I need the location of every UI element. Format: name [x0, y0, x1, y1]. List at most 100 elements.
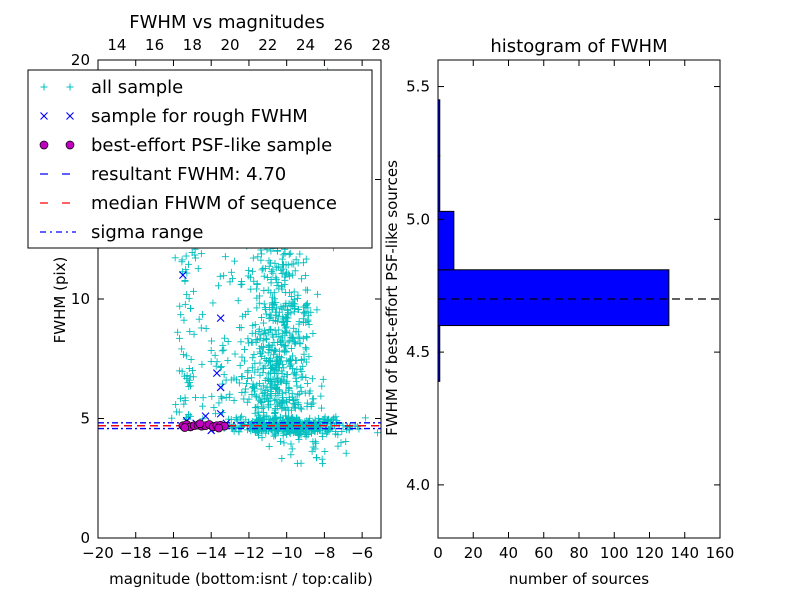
all-sample-point: [190, 287, 198, 295]
all-sample-point: [263, 412, 271, 420]
all-sample-point: [278, 454, 286, 462]
scatter-ylabel: FWHM (pix): [51, 257, 69, 344]
psf-sample-point: [214, 423, 224, 433]
legend-entry: sample for rough FWHM: [40, 106, 308, 127]
all-sample-point: [294, 391, 302, 399]
all-sample-point: [305, 321, 313, 329]
all-sample-point: [301, 430, 309, 438]
all-sample-point: [257, 256, 265, 264]
all-sample-point: [279, 303, 287, 311]
all-sample-point: [294, 400, 302, 408]
all-sample-point: [237, 281, 245, 289]
all-sample-point: [342, 426, 350, 434]
all-sample-point: [276, 438, 284, 446]
all-sample-point: [212, 410, 220, 418]
all-sample-point: [317, 392, 325, 400]
all-sample-point: [218, 394, 226, 402]
rough-sample-point: [179, 271, 187, 279]
all-sample-point: [288, 406, 296, 414]
all-sample-point: [240, 357, 248, 365]
all-sample-point: [318, 429, 326, 437]
all-sample-point: [221, 253, 229, 261]
all-sample-point: [246, 273, 254, 281]
y-tick-label: 0: [80, 529, 90, 547]
all-sample-point: [278, 389, 286, 397]
all-sample-point: [273, 264, 281, 272]
all-sample-point: [255, 299, 263, 307]
all-sample-point: [197, 324, 205, 332]
all-sample-point: [311, 438, 319, 446]
all-sample-point: [207, 358, 215, 366]
all-sample-point: [265, 442, 273, 450]
legend-entry: best-effort PSF-like sample: [39, 135, 332, 156]
all-sample-point: [244, 375, 252, 383]
all-sample-point: [289, 271, 297, 279]
all-sample-point: [302, 429, 310, 437]
all-sample-point: [297, 383, 305, 391]
all-sample-point: [211, 351, 219, 359]
all-sample-point: [267, 364, 275, 372]
all-sample-point: [292, 378, 300, 386]
histogram-bar: [437, 210, 455, 271]
all-sample-point: [250, 350, 258, 358]
all-sample-point: [219, 341, 227, 349]
all-sample-point: [292, 328, 300, 336]
all-sample-point: [215, 282, 223, 290]
all-sample-point: [265, 257, 273, 265]
all-sample-point: [269, 266, 277, 274]
all-sample-point: [227, 268, 235, 276]
all-sample-point: [278, 369, 286, 377]
all-sample-point: [280, 439, 288, 447]
all-sample-point: [217, 393, 225, 401]
all-sample-point: [289, 333, 297, 341]
all-sample-point: [174, 328, 182, 336]
all-sample-point: [281, 327, 289, 335]
legend-label: sigma range: [91, 222, 203, 243]
all-sample-point: [232, 414, 240, 422]
all-sample-point: [226, 278, 234, 286]
all-sample-point: [249, 417, 257, 425]
all-sample-point: [284, 338, 292, 346]
all-sample-point: [292, 339, 300, 347]
x-tick-label: −20: [82, 544, 114, 562]
all-sample-point: [265, 315, 273, 323]
all-sample-point: [361, 414, 369, 422]
all-sample-point: [258, 250, 266, 258]
all-sample-point: [249, 267, 257, 275]
all-sample-point: [268, 299, 276, 307]
all-sample-point: [268, 331, 276, 339]
all-sample-point: [296, 404, 304, 412]
all-sample-point: [315, 418, 323, 426]
y-tick-label: 4.0: [406, 476, 430, 494]
all-sample-point: [281, 324, 289, 332]
legend-label: resultant FWHM: 4.70: [91, 164, 286, 185]
all-sample-point: [191, 394, 199, 402]
all-sample-point: [300, 350, 308, 358]
all-sample-point: [249, 383, 257, 391]
x-tick-label: 100: [600, 544, 629, 562]
all-sample-point: [255, 396, 263, 404]
all-sample-point: [198, 310, 206, 318]
all-sample-point: [353, 423, 361, 431]
all-sample-point: [287, 345, 295, 353]
y-tick-label: 5: [80, 410, 90, 428]
all-sample-point: [275, 398, 283, 406]
all-sample-point: [264, 273, 272, 281]
all-sample-point: [270, 432, 278, 440]
all-sample-point: [180, 372, 188, 380]
all-sample-point: [195, 315, 203, 323]
all-sample-point: [181, 277, 189, 285]
all-sample-point: [329, 415, 337, 423]
all-sample-point: [208, 392, 216, 400]
all-sample-point: [294, 305, 302, 313]
x-tick-label: 60: [534, 544, 553, 562]
rough-sample-point: [212, 369, 221, 377]
all-sample-point: [272, 414, 280, 422]
all-sample-point: [224, 356, 232, 364]
all-sample-point: [291, 267, 299, 275]
all-sample-point: [264, 286, 272, 294]
all-sample-point: [256, 371, 264, 379]
all-sample-point: [302, 358, 310, 366]
x-tick-label: −6: [351, 544, 373, 562]
all-sample-point: [289, 352, 297, 360]
